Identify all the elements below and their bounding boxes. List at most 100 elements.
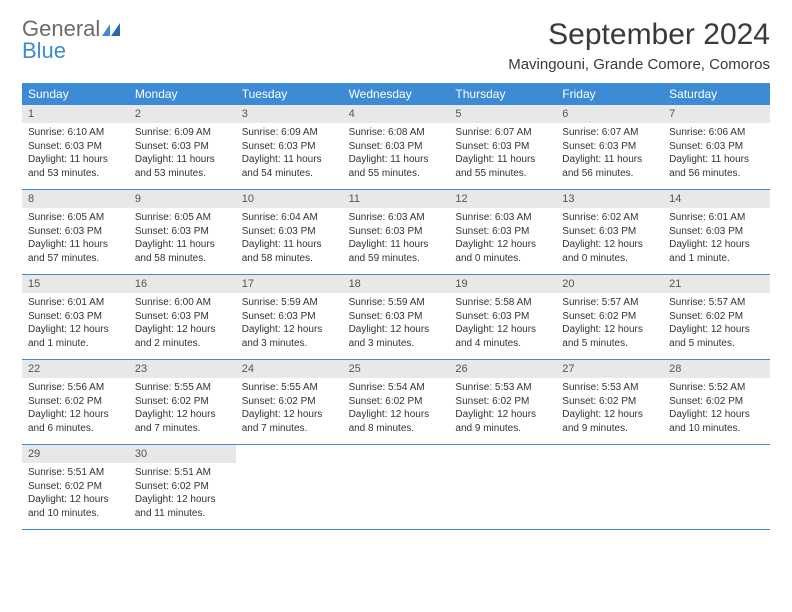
day-content: Sunrise: 6:03 AMSunset: 6:03 PMDaylight:… (449, 208, 556, 271)
sunset-text: Sunset: 6:03 PM (242, 310, 337, 324)
day-cell: 16Sunrise: 6:00 AMSunset: 6:03 PMDayligh… (129, 275, 236, 359)
header: General Blue September 2024 Mavingouni, … (22, 18, 770, 73)
sunrise-text: Sunrise: 5:59 AM (242, 296, 337, 310)
daylight-text: Daylight: 12 hours and 1 minute. (669, 238, 764, 265)
sunrise-text: Sunrise: 6:03 AM (349, 211, 444, 225)
sunset-text: Sunset: 6:03 PM (28, 140, 123, 154)
sunset-text: Sunset: 6:03 PM (135, 225, 230, 239)
day-header: Thursday (449, 83, 556, 105)
sunrise-text: Sunrise: 6:07 AM (562, 126, 657, 140)
sunrise-text: Sunrise: 5:53 AM (562, 381, 657, 395)
daylight-text: Daylight: 12 hours and 2 minutes. (135, 323, 230, 350)
week-row: 1Sunrise: 6:10 AMSunset: 6:03 PMDaylight… (22, 105, 770, 190)
sunrise-text: Sunrise: 5:55 AM (135, 381, 230, 395)
sunrise-text: Sunrise: 6:06 AM (669, 126, 764, 140)
day-content: Sunrise: 6:01 AMSunset: 6:03 PMDaylight:… (22, 293, 129, 356)
calendar: Sunday Monday Tuesday Wednesday Thursday… (22, 83, 770, 530)
day-cell: 17Sunrise: 5:59 AMSunset: 6:03 PMDayligh… (236, 275, 343, 359)
day-cell: 1Sunrise: 6:10 AMSunset: 6:03 PMDaylight… (22, 105, 129, 189)
day-cell: 18Sunrise: 5:59 AMSunset: 6:03 PMDayligh… (343, 275, 450, 359)
sunrise-text: Sunrise: 5:51 AM (135, 466, 230, 480)
day-header: Sunday (22, 83, 129, 105)
logo-word-2: Blue (22, 40, 122, 62)
day-number: 11 (343, 190, 450, 208)
daylight-text: Daylight: 11 hours and 55 minutes. (349, 153, 444, 180)
sunset-text: Sunset: 6:02 PM (349, 395, 444, 409)
day-cell: 15Sunrise: 6:01 AMSunset: 6:03 PMDayligh… (22, 275, 129, 359)
daylight-text: Daylight: 11 hours and 54 minutes. (242, 153, 337, 180)
daylight-text: Daylight: 11 hours and 57 minutes. (28, 238, 123, 265)
day-number: 28 (663, 360, 770, 378)
sunset-text: Sunset: 6:02 PM (562, 310, 657, 324)
day-content: Sunrise: 5:51 AMSunset: 6:02 PMDaylight:… (22, 463, 129, 526)
month-title: September 2024 (508, 18, 770, 52)
daylight-text: Daylight: 11 hours and 56 minutes. (669, 153, 764, 180)
daylight-text: Daylight: 11 hours and 59 minutes. (349, 238, 444, 265)
day-number: 13 (556, 190, 663, 208)
day-content: Sunrise: 5:54 AMSunset: 6:02 PMDaylight:… (343, 378, 450, 441)
sunrise-text: Sunrise: 6:09 AM (135, 126, 230, 140)
day-header: Tuesday (236, 83, 343, 105)
sunset-text: Sunset: 6:03 PM (28, 310, 123, 324)
day-cell (236, 445, 343, 529)
day-number: 20 (556, 275, 663, 293)
week-row: 15Sunrise: 6:01 AMSunset: 6:03 PMDayligh… (22, 275, 770, 360)
sunrise-text: Sunrise: 6:02 AM (562, 211, 657, 225)
sunrise-text: Sunrise: 6:04 AM (242, 211, 337, 225)
week-row: 22Sunrise: 5:56 AMSunset: 6:02 PMDayligh… (22, 360, 770, 445)
daylight-text: Daylight: 12 hours and 5 minutes. (669, 323, 764, 350)
sunrise-text: Sunrise: 5:57 AM (669, 296, 764, 310)
sunset-text: Sunset: 6:02 PM (669, 310, 764, 324)
daylight-text: Daylight: 12 hours and 8 minutes. (349, 408, 444, 435)
sunset-text: Sunset: 6:03 PM (28, 225, 123, 239)
sunset-text: Sunset: 6:02 PM (242, 395, 337, 409)
day-cell: 14Sunrise: 6:01 AMSunset: 6:03 PMDayligh… (663, 190, 770, 274)
week-row: 8Sunrise: 6:05 AMSunset: 6:03 PMDaylight… (22, 190, 770, 275)
sunrise-text: Sunrise: 6:01 AM (28, 296, 123, 310)
day-header: Monday (129, 83, 236, 105)
day-number: 21 (663, 275, 770, 293)
day-number: 26 (449, 360, 556, 378)
sunset-text: Sunset: 6:02 PM (28, 395, 123, 409)
daylight-text: Daylight: 12 hours and 1 minute. (28, 323, 123, 350)
sunset-text: Sunset: 6:02 PM (135, 395, 230, 409)
day-content: Sunrise: 5:57 AMSunset: 6:02 PMDaylight:… (556, 293, 663, 356)
daylight-text: Daylight: 11 hours and 58 minutes. (242, 238, 337, 265)
day-cell: 20Sunrise: 5:57 AMSunset: 6:02 PMDayligh… (556, 275, 663, 359)
daylight-text: Daylight: 12 hours and 0 minutes. (562, 238, 657, 265)
sunrise-text: Sunrise: 5:58 AM (455, 296, 550, 310)
sunset-text: Sunset: 6:02 PM (669, 395, 764, 409)
sunrise-text: Sunrise: 6:00 AM (135, 296, 230, 310)
day-cell: 8Sunrise: 6:05 AMSunset: 6:03 PMDaylight… (22, 190, 129, 274)
sunrise-text: Sunrise: 6:01 AM (669, 211, 764, 225)
sunset-text: Sunset: 6:02 PM (28, 480, 123, 494)
daylight-text: Daylight: 11 hours and 53 minutes. (135, 153, 230, 180)
day-number: 7 (663, 105, 770, 123)
sunrise-text: Sunrise: 6:10 AM (28, 126, 123, 140)
sunrise-text: Sunrise: 5:54 AM (349, 381, 444, 395)
sunrise-text: Sunrise: 5:51 AM (28, 466, 123, 480)
day-number: 27 (556, 360, 663, 378)
sunrise-text: Sunrise: 5:52 AM (669, 381, 764, 395)
day-cell: 21 Sunrise: 5:57 AMSunset: 6:02 PMDayligh… (663, 275, 770, 359)
calendar-body: 1Sunrise: 6:10 AMSunset: 6:03 PMDaylight… (22, 105, 770, 530)
day-cell (449, 445, 556, 529)
day-number: 17 (236, 275, 343, 293)
day-number: 8 (22, 190, 129, 208)
logo-flag-icon (102, 18, 122, 40)
daylight-text: Daylight: 12 hours and 4 minutes. (455, 323, 550, 350)
day-number: 22 (22, 360, 129, 378)
day-number: 2 (129, 105, 236, 123)
day-number: 19 (449, 275, 556, 293)
sunset-text: Sunset: 6:03 PM (562, 140, 657, 154)
day-content: Sunrise: 6:03 AMSunset: 6:03 PMDaylight:… (343, 208, 450, 271)
day-content: Sunrise: 5:58 AMSunset: 6:03 PMDaylight:… (449, 293, 556, 356)
day-cell: 28Sunrise: 5:52 AMSunset: 6:02 PMDayligh… (663, 360, 770, 444)
day-content: Sunrise: 5:55 AMSunset: 6:02 PMDaylight:… (129, 378, 236, 441)
day-cell: 2Sunrise: 6:09 AMSunset: 6:03 PMDaylight… (129, 105, 236, 189)
day-number: 29 (22, 445, 129, 463)
daylight-text: Daylight: 11 hours and 53 minutes. (28, 153, 123, 180)
sunrise-text: Sunrise: 6:07 AM (455, 126, 550, 140)
day-content: Sunrise: 6:10 AMSunset: 6:03 PMDaylight:… (22, 123, 129, 186)
sunrise-text: Sunrise: 5:59 AM (349, 296, 444, 310)
